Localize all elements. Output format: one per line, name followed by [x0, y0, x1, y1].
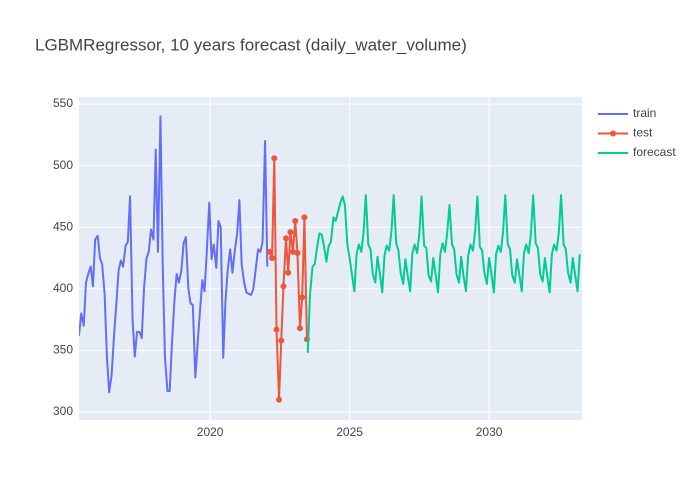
point-marker — [285, 269, 292, 276]
point-marker — [292, 218, 299, 225]
point-marker — [273, 326, 280, 333]
point-marker — [287, 229, 294, 236]
point-marker — [271, 155, 278, 162]
chart-title: LGBMRegressor, 10 years forecast (daily_… — [35, 35, 467, 54]
y-tick-label: 500 — [53, 158, 73, 172]
legend-label: train — [633, 106, 656, 120]
x-tick-label: 2025 — [336, 425, 363, 439]
point-marker — [278, 337, 285, 344]
y-tick-label: 550 — [53, 96, 73, 110]
x-tick-label: 2020 — [197, 425, 224, 439]
legend-label: test — [633, 126, 653, 140]
series-line — [306, 194, 581, 353]
x-tick-label: 2030 — [476, 425, 503, 439]
point-marker — [280, 283, 287, 290]
point-marker — [276, 396, 283, 403]
point-marker — [301, 214, 308, 221]
y-tick-label: 450 — [53, 219, 73, 233]
point-marker — [294, 250, 301, 257]
point-marker — [269, 255, 276, 262]
point-marker — [299, 294, 306, 301]
point-marker — [266, 248, 273, 255]
plot-area — [79, 97, 582, 420]
series-line — [79, 115, 269, 394]
y-tick-label: 300 — [53, 404, 73, 418]
legend-label: forecast — [633, 145, 676, 159]
point-marker — [283, 235, 290, 242]
point-marker — [296, 325, 303, 332]
y-tick-label: 400 — [53, 281, 73, 295]
y-tick-label: 350 — [53, 343, 73, 357]
legend-marker — [610, 130, 616, 137]
